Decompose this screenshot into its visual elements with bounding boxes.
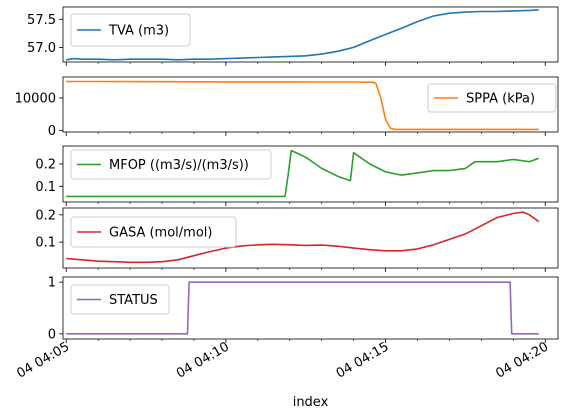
series-line <box>66 211 540 264</box>
x-tick-label: 04 04:15 <box>334 339 392 381</box>
legend-box <box>70 284 170 315</box>
y-tick-label: 0.1 <box>35 180 56 195</box>
y-tick-label: 1 <box>48 276 56 291</box>
y-tick-label: 57.0 <box>27 41 56 56</box>
axes-frame <box>62 6 559 63</box>
x-tick-label: 04 04:10 <box>174 339 232 381</box>
legend-label: TVA (m3) <box>108 24 169 39</box>
y-tick-label: 10000 <box>15 92 56 107</box>
legend-box <box>70 13 191 47</box>
legend-box <box>70 149 272 180</box>
series-line <box>66 149 540 198</box>
axes-frame <box>62 276 559 340</box>
x-tick-label: 04 04:20 <box>493 339 551 381</box>
x-tick-label: 04 04:05 <box>14 339 72 381</box>
axes-frame <box>62 76 559 133</box>
legend-box <box>427 83 557 113</box>
axes-frame <box>62 207 559 269</box>
legend-box <box>70 216 237 248</box>
series-line <box>66 80 539 131</box>
series-line <box>66 9 539 61</box>
y-tick-label: 0.2 <box>35 157 56 172</box>
y-tick-label: 0 <box>48 327 56 342</box>
y-tick-label: 57.5 <box>27 13 56 28</box>
y-tick-label: 0 <box>48 124 56 139</box>
legend-label: SPPA (kPa) <box>466 92 535 107</box>
legend-label: MFOP ((m3/s)/(m3/s)) <box>109 158 249 173</box>
series-line <box>66 281 539 335</box>
y-tick-label: 0.2 <box>35 208 56 223</box>
legend-label: STATUS <box>109 293 158 308</box>
axes-frame <box>62 145 559 203</box>
legend-label: GASA (mol/mol) <box>109 226 212 241</box>
y-tick-label: 0.1 <box>35 236 56 251</box>
x-axis-label: index <box>293 395 329 410</box>
